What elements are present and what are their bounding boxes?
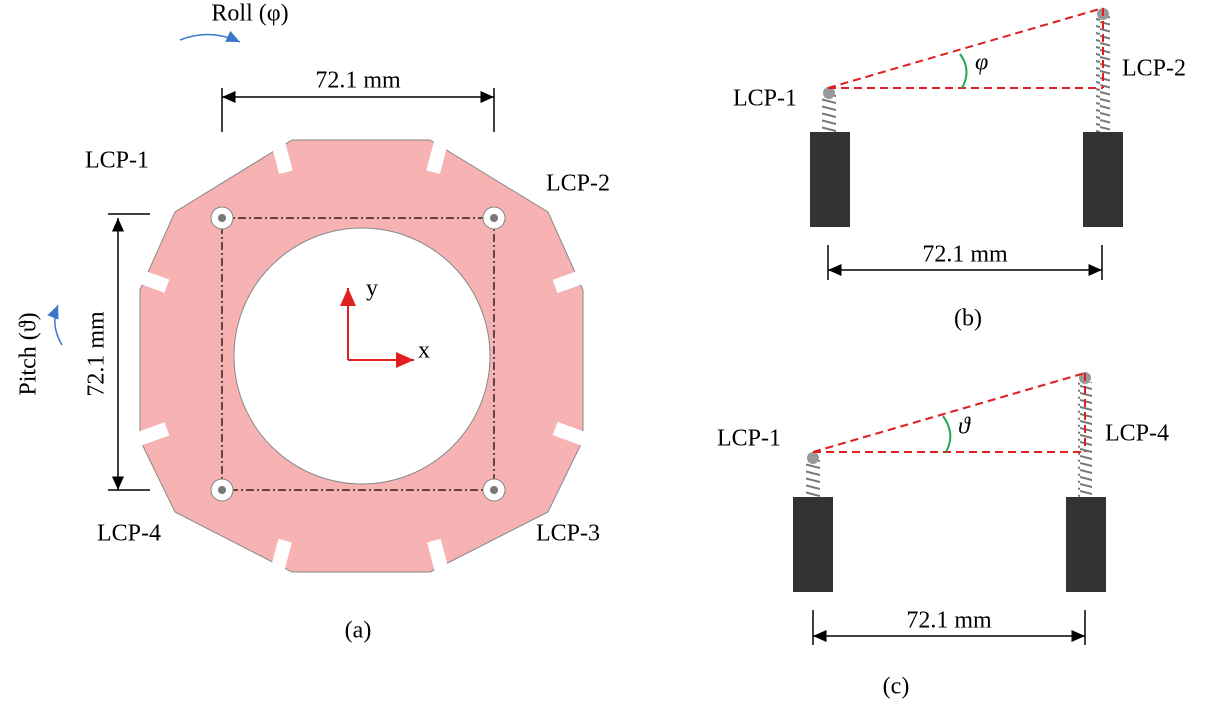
pitch-arrow xyxy=(55,305,62,345)
axis-label: y xyxy=(366,276,378,302)
angle-arc xyxy=(960,54,967,88)
panel-a: Roll (φ) 72.1 mm y x 72.1 mm Pitch (ϑ) L… xyxy=(16,1,611,644)
angle-label: ϑ xyxy=(958,414,971,440)
panel-b: φ LCP-1 LCP-2 72.1 mm (b) xyxy=(733,8,1186,332)
sensor-body xyxy=(793,497,833,592)
height-label: 72.1 mm xyxy=(84,311,110,397)
angle-label: φ xyxy=(975,50,988,76)
sensor-body xyxy=(1083,132,1123,227)
lcp-label: LCP-2 xyxy=(546,171,610,197)
figure: Roll (φ) 72.1 mm y x 72.1 mm Pitch (ϑ) L… xyxy=(0,0,1219,706)
axis-label: x xyxy=(418,338,430,364)
distance-label: 72.1 mm xyxy=(906,608,992,634)
roll-label: Roll (φ) xyxy=(211,1,288,27)
tilt-line xyxy=(813,373,1085,452)
angle-arc xyxy=(943,416,950,452)
lcp-label: LCP-4 xyxy=(1105,421,1169,447)
sensor-body xyxy=(810,132,850,227)
lcp-label: LCP-1 xyxy=(733,86,797,112)
sensor-body xyxy=(1066,497,1106,592)
panel-c: ϑ LCP-1 LCP-4 72.1 mm (c) xyxy=(717,372,1169,700)
caption: (b) xyxy=(954,306,982,332)
lcp-label: LCP-1 xyxy=(85,148,149,174)
distance-label: 72.1 mm xyxy=(922,242,1008,268)
lcp-label: LCP-2 xyxy=(1122,56,1186,82)
lcp-label: LCP-1 xyxy=(717,426,781,452)
caption: (c) xyxy=(883,674,910,700)
caption: (a) xyxy=(345,618,372,644)
width-label: 72.1 mm xyxy=(315,68,401,94)
center-hole xyxy=(234,228,490,484)
roll-arrow xyxy=(180,34,240,42)
probe-tip xyxy=(807,452,819,464)
spring xyxy=(806,460,820,497)
lcp-label: LCP-4 xyxy=(97,521,161,547)
spring xyxy=(822,95,836,132)
pitch-label: Pitch (ϑ) xyxy=(16,312,42,395)
lcp-label: LCP-3 xyxy=(536,521,600,547)
